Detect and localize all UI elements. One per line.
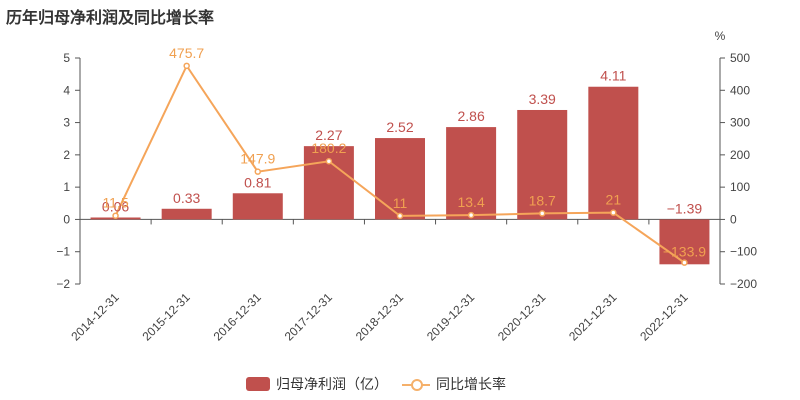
bar-data-label: −1.39 xyxy=(667,200,703,216)
x-tick-label: 2017-12-31 xyxy=(282,290,336,344)
bar xyxy=(517,109,568,220)
right-tick-label: 200 xyxy=(730,148,750,162)
line-point xyxy=(183,62,190,70)
line-data-label: 21 xyxy=(606,192,622,208)
line-point xyxy=(254,168,262,175)
right-tick-label: 300 xyxy=(730,116,750,130)
line-data-label: 11 xyxy=(393,195,408,211)
chart-title: 历年归母净利润及同比增长率 xyxy=(6,8,215,27)
x-tick-label: 2019-12-31 xyxy=(424,290,478,344)
bar xyxy=(659,219,710,265)
x-tick-label: 2018-12-31 xyxy=(353,290,407,344)
bar-data-label: 0.33 xyxy=(173,190,200,206)
bar xyxy=(232,193,283,220)
left-tick-label: 5 xyxy=(63,51,70,65)
left-tick-label: 0 xyxy=(63,212,70,226)
right-tick-label: 100 xyxy=(730,180,750,194)
right-tick-label: 400 xyxy=(730,83,750,97)
line-point xyxy=(538,210,546,217)
bar-data-label: 3.39 xyxy=(529,91,556,107)
right-tick-label: −100 xyxy=(730,245,757,259)
line-data-label: 180.2 xyxy=(311,140,346,156)
x-tick-label: 2015-12-31 xyxy=(139,290,193,344)
line-point xyxy=(610,209,617,216)
x-tick-label: 2016-12-31 xyxy=(211,290,265,344)
bar xyxy=(375,138,425,220)
legend-bar-label[interactable]: 归母净利润（亿） xyxy=(276,377,388,393)
bar-data-label: 2.86 xyxy=(457,108,484,124)
line-point xyxy=(681,259,688,266)
legend-line-label[interactable]: 同比增长率 xyxy=(436,377,506,393)
line-data-label: −133.9 xyxy=(663,244,706,260)
x-tick-label: 2020-12-31 xyxy=(495,290,549,344)
bar-data-label: 0.06 xyxy=(102,198,129,214)
x-tick-label: 2022-12-31 xyxy=(637,290,691,344)
left-tick-label: 4 xyxy=(63,83,70,97)
line-point xyxy=(325,157,333,165)
bar-data-label: 2.52 xyxy=(386,119,413,135)
line-data-label: 475.7 xyxy=(169,45,204,61)
bar xyxy=(446,127,497,220)
legend-bar-swatch xyxy=(246,377,270,391)
line-point xyxy=(467,211,475,219)
bar-data-label: 4.11 xyxy=(600,68,626,84)
right-tick-label: 0 xyxy=(730,212,737,226)
left-tick-label: 2 xyxy=(63,148,70,162)
right-axis-unit: % xyxy=(715,29,726,43)
bar-data-label: 2.27 xyxy=(315,127,342,143)
bar xyxy=(588,86,639,220)
line-point xyxy=(396,212,404,220)
legend-line-marker-icon xyxy=(402,377,430,391)
line-data-label: 13.4 xyxy=(457,194,484,210)
x-tick-label: 2021-12-31 xyxy=(566,290,620,344)
right-tick-label: 500 xyxy=(730,51,750,65)
line-data-label: 147.9 xyxy=(240,151,275,167)
right-tick-label: −200 xyxy=(730,277,757,291)
line-data-label: 11.5 xyxy=(102,195,128,211)
x-tick-label: 2014-12-31 xyxy=(68,290,122,344)
line-point xyxy=(112,212,119,219)
legend[interactable]: 归母净利润（亿） 同比增长率 xyxy=(246,374,506,394)
bar-data-label: 0.81 xyxy=(244,174,271,190)
left-tick-label: 3 xyxy=(63,116,70,130)
left-tick-label: −1 xyxy=(56,245,70,259)
line-data-label: 18.7 xyxy=(529,192,556,208)
left-tick-label: 1 xyxy=(63,180,70,194)
bar xyxy=(161,208,212,220)
left-tick-label: −2 xyxy=(56,277,70,291)
bar xyxy=(303,146,354,220)
